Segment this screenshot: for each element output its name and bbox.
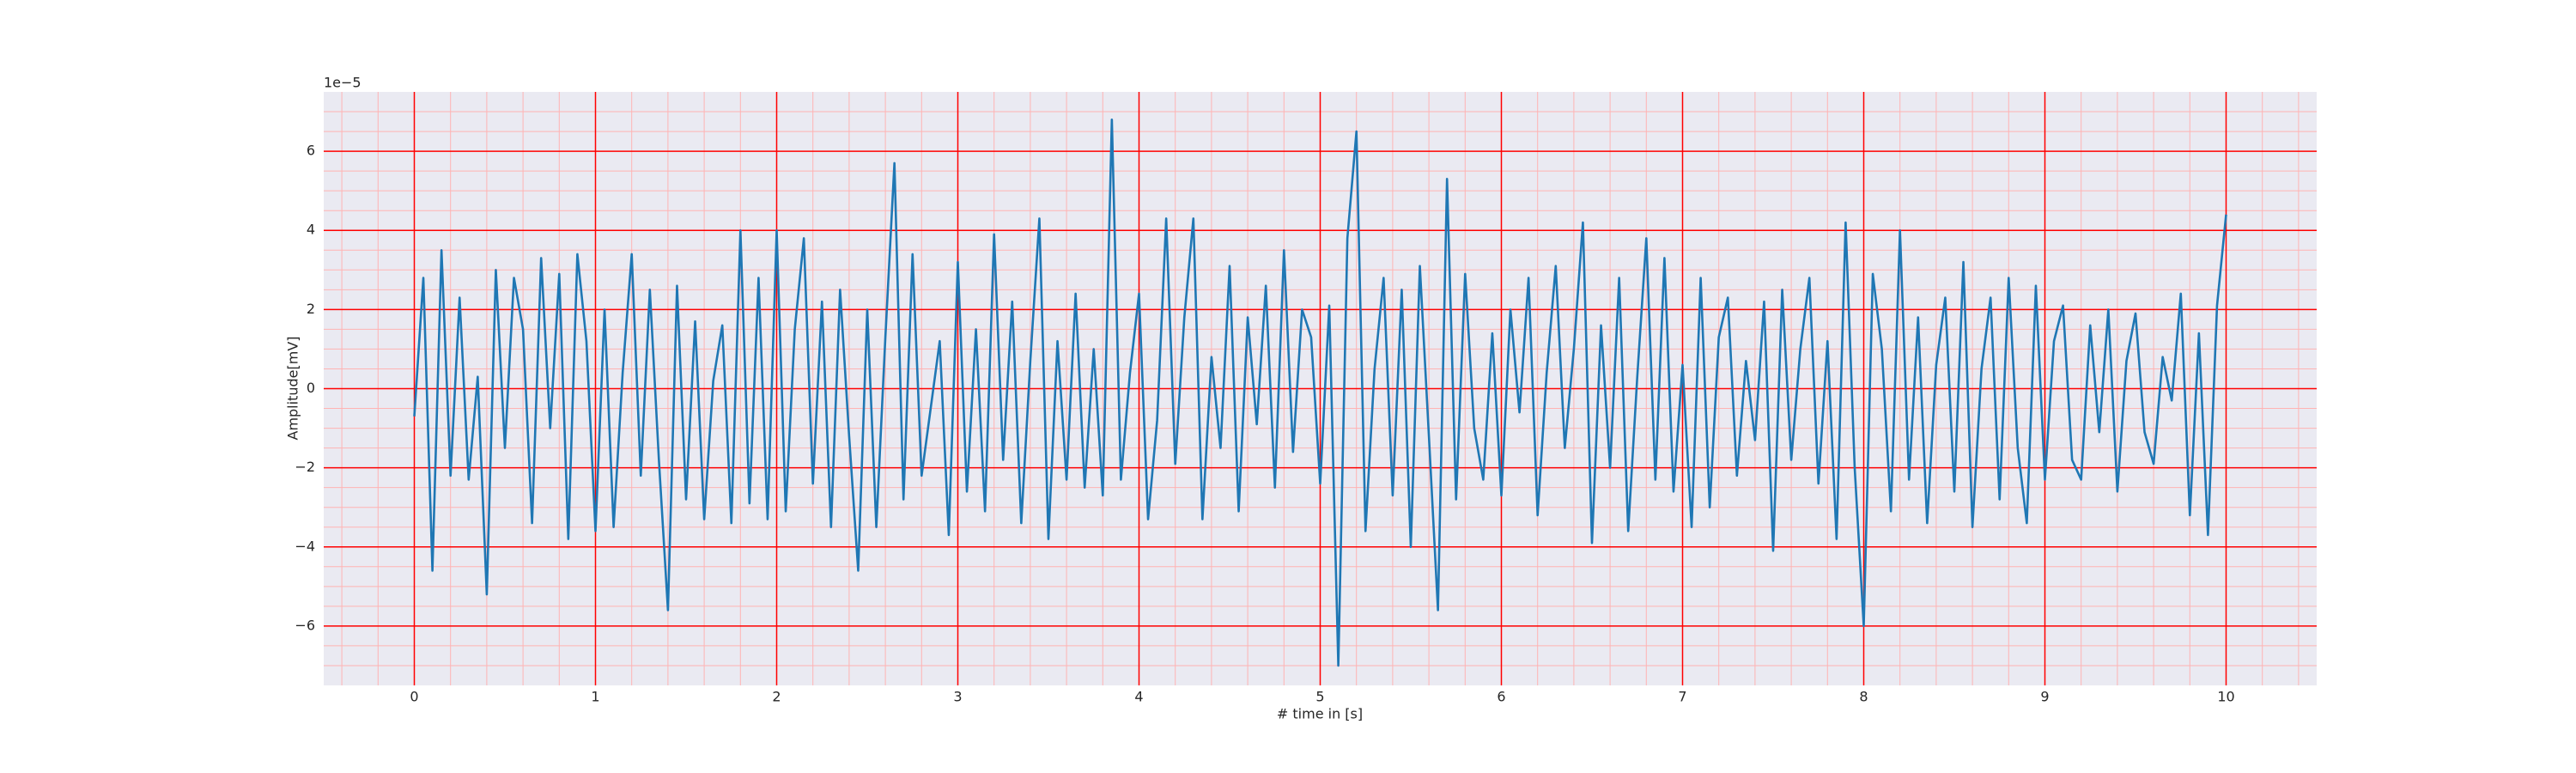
x-tick-label: 3 [953,689,962,705]
x-axis-label: # time in [s] [1277,706,1363,722]
y-offset-label: 1e−5 [324,75,361,91]
y-tick-label: −2 [295,459,315,475]
y-tick-label: 2 [307,301,315,317]
x-tick-label: 6 [1497,689,1505,705]
y-tick-label: −6 [295,617,315,633]
y-tick-label: 6 [307,143,315,159]
y-tick-label: −4 [295,538,315,554]
x-tick-label: 2 [772,689,781,705]
x-tick-label: 10 [2217,689,2234,705]
x-tick-label: 4 [1134,689,1143,705]
x-tick-label: 1 [591,689,599,705]
x-tick-label: 9 [2040,689,2049,705]
x-tick-label: 8 [1859,689,1868,705]
x-tick-label: 0 [410,689,418,705]
y-axis-label: Amplitude[mV] [285,336,301,440]
y-tick-label: 0 [307,380,315,396]
signal-line [413,118,2227,667]
y-tick-label: 4 [307,222,315,238]
x-tick-label: 7 [1678,689,1686,705]
x-tick-label: 5 [1315,689,1324,705]
grid [324,92,2317,685]
